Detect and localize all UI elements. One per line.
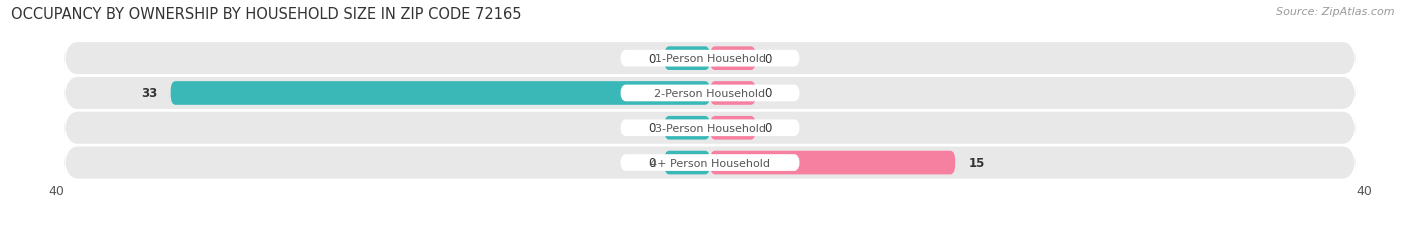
- FancyBboxPatch shape: [620, 120, 800, 137]
- Text: 1-Person Household: 1-Person Household: [655, 54, 765, 64]
- FancyBboxPatch shape: [170, 82, 710, 105]
- FancyBboxPatch shape: [620, 155, 800, 171]
- Text: 4+ Person Household: 4+ Person Household: [650, 158, 770, 168]
- FancyBboxPatch shape: [65, 112, 1355, 144]
- Text: 33: 33: [142, 87, 157, 100]
- FancyBboxPatch shape: [710, 82, 756, 105]
- FancyBboxPatch shape: [710, 116, 756, 140]
- FancyBboxPatch shape: [65, 147, 1355, 179]
- Text: OCCUPANCY BY OWNERSHIP BY HOUSEHOLD SIZE IN ZIP CODE 72165: OCCUPANCY BY OWNERSHIP BY HOUSEHOLD SIZE…: [11, 7, 522, 22]
- FancyBboxPatch shape: [65, 43, 1355, 75]
- FancyBboxPatch shape: [710, 47, 756, 71]
- Text: 2-Person Household: 2-Person Household: [654, 88, 766, 99]
- FancyBboxPatch shape: [664, 47, 710, 71]
- FancyBboxPatch shape: [65, 78, 1355, 109]
- Text: 0: 0: [763, 122, 772, 135]
- Text: 0: 0: [763, 52, 772, 65]
- Text: 0: 0: [648, 122, 657, 135]
- FancyBboxPatch shape: [620, 51, 800, 67]
- Text: 0: 0: [648, 52, 657, 65]
- Text: 15: 15: [969, 156, 984, 169]
- Text: 0: 0: [763, 87, 772, 100]
- FancyBboxPatch shape: [710, 151, 955, 175]
- FancyBboxPatch shape: [620, 85, 800, 102]
- Text: 0: 0: [648, 156, 657, 169]
- FancyBboxPatch shape: [664, 116, 710, 140]
- Text: 3-Person Household: 3-Person Household: [655, 123, 765, 133]
- Text: Source: ZipAtlas.com: Source: ZipAtlas.com: [1277, 7, 1395, 17]
- FancyBboxPatch shape: [664, 151, 710, 175]
